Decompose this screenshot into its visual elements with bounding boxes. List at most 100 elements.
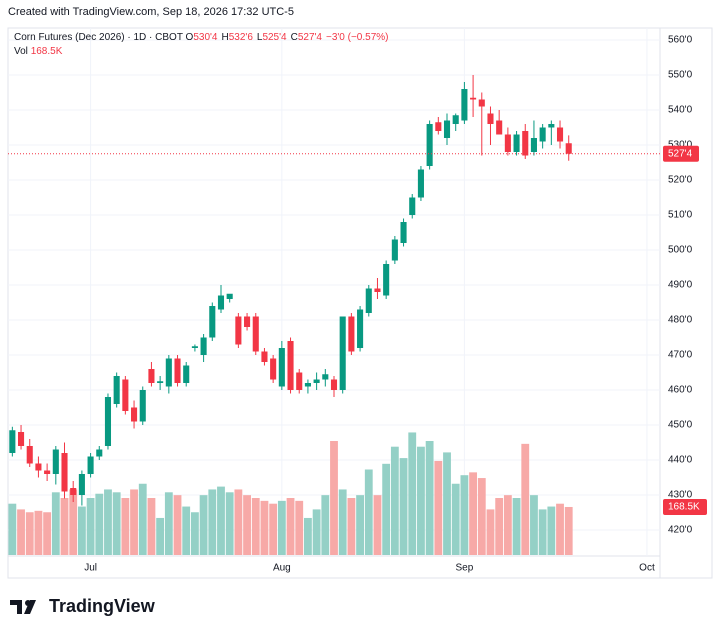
volume-bar	[182, 506, 191, 555]
volume-bar	[269, 503, 278, 555]
ohlc-key: C	[290, 32, 298, 43]
candle-body	[165, 358, 172, 387]
candle-body	[504, 134, 511, 152]
logo-text: TradingView	[49, 596, 155, 616]
volume-value: 168.5K	[30, 46, 63, 57]
y-tick-label: 440'0	[668, 455, 693, 466]
volume-bar	[321, 495, 330, 555]
volume-bar	[434, 460, 443, 555]
y-tick-label: 500'0	[668, 245, 693, 256]
volume-bar	[86, 498, 95, 555]
candle-body	[78, 474, 85, 495]
y-tick-label: 550'0	[668, 70, 693, 81]
candle-body	[44, 470, 51, 474]
candle-body	[278, 348, 285, 387]
candle-body	[296, 372, 303, 390]
volume-bar	[17, 509, 25, 555]
candle-body	[365, 288, 372, 313]
candle-body	[357, 309, 364, 348]
candle-body	[252, 316, 259, 352]
candle-body	[400, 222, 407, 243]
candle-body	[461, 89, 468, 121]
candle-body	[226, 293, 233, 299]
volume-bar	[138, 483, 147, 555]
volume-bar	[330, 441, 338, 555]
logo: TradingView	[10, 596, 155, 617]
volume-bar	[512, 498, 521, 555]
y-tick-label: 470'0	[668, 350, 693, 361]
candle-body	[374, 288, 381, 292]
volume-bar	[77, 506, 86, 555]
candle-body	[313, 379, 320, 383]
candle-body	[261, 351, 268, 362]
candle-body	[383, 264, 390, 296]
candle-body	[122, 379, 129, 411]
candle-body	[244, 316, 251, 327]
candle-body	[139, 390, 146, 422]
candle-body	[496, 120, 503, 135]
ohlc-value: 532'6	[228, 32, 253, 43]
candle-body	[452, 115, 459, 124]
volume-bar	[469, 472, 478, 555]
x-tick-label: Aug	[273, 563, 291, 574]
x-tick-label: Oct	[639, 563, 655, 574]
ohlc-value: 530'4	[193, 32, 218, 43]
candle-body	[539, 127, 546, 142]
volume-bar	[425, 441, 434, 555]
volume-bar	[364, 469, 373, 555]
volume-bar	[443, 452, 451, 555]
candle-body	[96, 449, 103, 457]
volume-bar	[217, 486, 225, 555]
candle-body	[426, 124, 433, 166]
candle-body	[322, 374, 329, 380]
y-tick-label: 520'0	[668, 175, 693, 186]
candle-body	[191, 346, 198, 348]
volume-bar	[556, 503, 564, 555]
candle-body	[131, 407, 138, 422]
volume-bar	[304, 517, 312, 555]
volume-bar	[121, 498, 130, 555]
volume-bar	[495, 498, 504, 555]
volume-bar	[477, 478, 486, 555]
y-tick-label: 480'0	[668, 315, 693, 326]
volume-bar	[34, 510, 43, 555]
chart-frame	[7, 27, 713, 579]
candle-body	[487, 113, 494, 124]
y-tick-label: 540'0	[668, 105, 693, 116]
volume-bar	[399, 458, 408, 555]
y-tick-label: 420'0	[668, 525, 693, 536]
volume-bar	[286, 498, 295, 555]
candle-body	[113, 376, 120, 404]
volume-bar	[382, 463, 391, 555]
volume-bar	[260, 500, 269, 555]
candle-body	[9, 430, 16, 453]
volume-bar	[43, 512, 52, 555]
candle-body	[330, 379, 338, 390]
candle-body	[174, 358, 181, 383]
volume-bar	[460, 475, 469, 555]
logo-icon	[10, 599, 36, 614]
volume-bar	[208, 489, 217, 555]
change: −3'0 (−0.57%)	[325, 32, 389, 43]
candle-body	[209, 306, 216, 338]
candle-body	[339, 316, 346, 390]
legend-header: Corn Futures (Dec 2026) · 1D · CBOT O530…	[14, 31, 393, 59]
volume-bar	[503, 495, 512, 555]
candle-body	[348, 316, 355, 352]
volume-bar	[164, 492, 173, 555]
volume-bar	[51, 492, 60, 555]
candle-body	[52, 449, 59, 474]
y-tick-label: 430'0	[668, 490, 693, 501]
candle-body	[148, 369, 155, 383]
candle-body	[104, 397, 112, 446]
ohlc-key: L	[256, 32, 263, 43]
last-price-tag	[663, 145, 699, 162]
volume-bar	[538, 509, 547, 555]
y-tick-label: 510'0	[668, 210, 693, 221]
volume-bar	[25, 512, 34, 555]
candle-body	[304, 383, 311, 387]
volume-bar	[521, 443, 530, 555]
candle-body	[522, 131, 529, 156]
volume-key: Vol	[14, 46, 28, 57]
volume-bar	[373, 495, 382, 555]
